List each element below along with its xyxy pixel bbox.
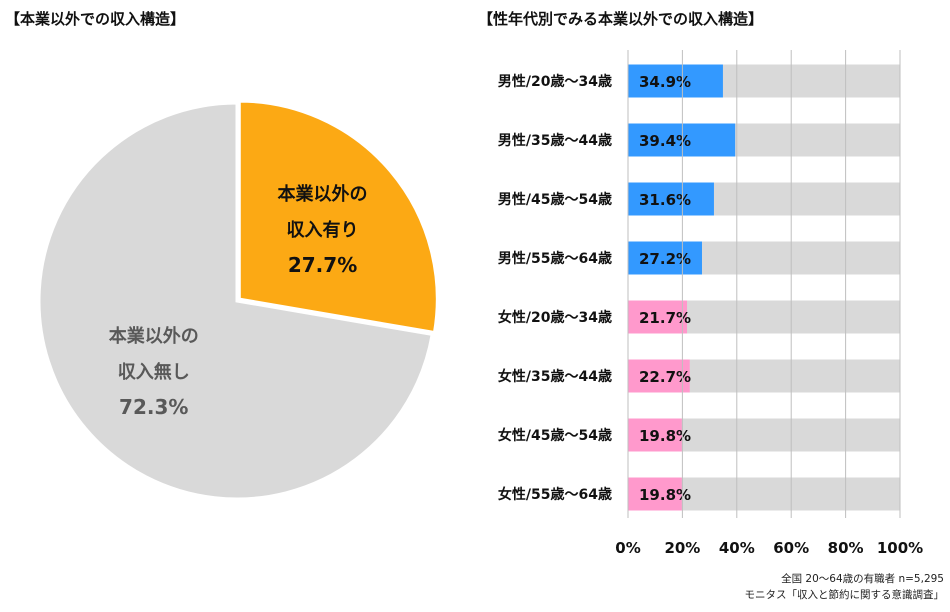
bar-3 (628, 182, 714, 216)
bar-8 (628, 477, 682, 511)
category-label: 女性/55歳～64歳 (498, 486, 612, 503)
category-label: 男性/45歳～54歳 (498, 191, 612, 208)
bar-value-label: 39.4% (639, 132, 691, 150)
bar-value-label: 19.8% (639, 486, 691, 504)
x-tick-label: 60% (773, 539, 809, 557)
bar-7 (628, 418, 682, 452)
bar-2 (628, 123, 736, 157)
pie-slice-2 (37, 101, 434, 501)
bar-value-label: 27.2% (639, 250, 691, 268)
pie-slice-label: 本業以外の (109, 325, 199, 347)
category-label: 男性/20歳～34歳 (498, 73, 612, 90)
bar-chart-title: 【性年代別でみる本業以外での収入構造】 (478, 10, 764, 28)
x-tick-label: 40% (719, 539, 755, 557)
pie-slice-label: 本業以外の (278, 183, 368, 205)
x-tick-label: 80% (828, 539, 864, 557)
category-label: 女性/20歳～34歳 (498, 309, 612, 326)
bar-5 (628, 300, 688, 334)
pie-slice-label: 収入有り (287, 219, 359, 241)
bar-value-label: 19.8% (639, 427, 691, 445)
footnote-source: モニタス「収入と節約に関する意識調査」 (744, 589, 945, 601)
category-label: 女性/45歳～54歳 (498, 427, 612, 444)
bar-1 (628, 64, 723, 98)
category-label: 男性/55歳～64歳 (498, 250, 612, 267)
bar-value-label: 31.6% (639, 191, 691, 209)
x-tick-label: 0% (615, 539, 640, 557)
bar-value-label: 21.7% (639, 309, 691, 327)
pie-chart-title: 【本業以外での収入構造】 (5, 10, 186, 28)
pie-slice-1 (237, 99, 439, 335)
x-tick-label: 100% (877, 539, 923, 557)
category-label: 女性/35歳～44歳 (498, 368, 612, 385)
bar-value-label: 34.9% (639, 73, 691, 91)
bar-6 (628, 359, 690, 393)
pie-slice-label: 収入無し (118, 361, 190, 383)
pie-value-label: 27.7% (288, 253, 357, 277)
bar-4 (628, 241, 702, 275)
bar-value-label: 22.7% (639, 368, 691, 386)
category-label: 男性/35歳～44歳 (498, 132, 612, 149)
x-tick-label: 20% (664, 539, 700, 557)
footnote-sample: 全国 20～64歳の有職者 n=5,295 (781, 573, 944, 585)
pie-value-label: 72.3% (119, 395, 188, 419)
